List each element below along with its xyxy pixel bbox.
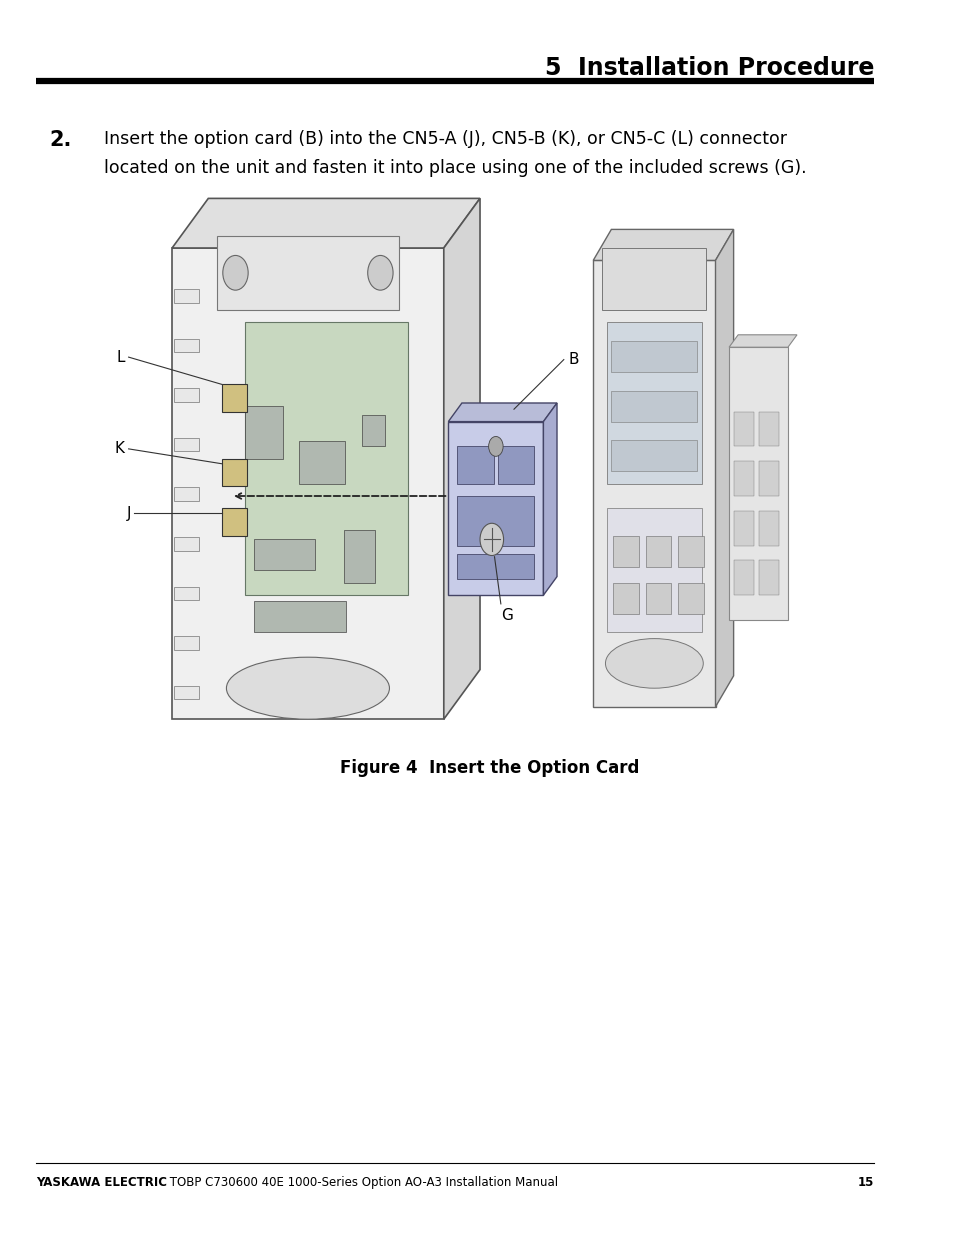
Text: Figure 4  Insert the Option Card: Figure 4 Insert the Option Card (339, 759, 639, 777)
Bar (456, 554, 534, 579)
Bar (606, 508, 701, 632)
Bar (456, 446, 493, 484)
Bar (645, 583, 670, 614)
Bar (613, 583, 638, 614)
Bar (298, 441, 345, 484)
Bar (344, 531, 375, 583)
FancyBboxPatch shape (728, 347, 787, 620)
Circle shape (488, 436, 502, 456)
Polygon shape (543, 403, 557, 595)
Text: 5  Installation Procedure: 5 Installation Procedure (544, 56, 873, 79)
Polygon shape (593, 229, 733, 260)
Bar (759, 511, 778, 546)
Bar (678, 583, 703, 614)
Text: L: L (116, 350, 125, 365)
Bar (253, 539, 314, 570)
Text: TOBP C730600 40E 1000-Series Option AO-A3 Installation Manual: TOBP C730600 40E 1000-Series Option AO-A… (166, 1176, 558, 1188)
Circle shape (223, 255, 248, 290)
Bar (222, 508, 247, 536)
Bar (645, 536, 670, 567)
Ellipse shape (226, 657, 389, 719)
Text: B: B (568, 352, 578, 367)
Text: Insert the option card (B) into the CN5-A (J), CN5-B (K), or CN5-C (L) connector: Insert the option card (B) into the CN5-… (104, 130, 786, 149)
Bar (678, 536, 703, 567)
Polygon shape (443, 198, 479, 719)
Text: 2.: 2. (50, 130, 72, 150)
Bar (173, 487, 199, 501)
Bar (173, 686, 199, 699)
Bar (173, 289, 199, 303)
Bar (611, 341, 697, 372)
Polygon shape (728, 335, 796, 347)
Bar (253, 600, 346, 632)
Polygon shape (172, 198, 479, 248)
Bar (173, 388, 199, 402)
Text: G: G (500, 608, 512, 622)
Bar (173, 636, 199, 650)
Ellipse shape (605, 639, 702, 688)
Text: K: K (115, 441, 125, 456)
FancyBboxPatch shape (448, 422, 543, 595)
Bar (173, 587, 199, 600)
Bar (173, 537, 199, 551)
Bar (759, 412, 778, 446)
Text: located on the unit and fasten it into place using one of the included screws (G: located on the unit and fasten it into p… (104, 159, 806, 177)
Bar (244, 407, 283, 459)
Bar (611, 440, 697, 471)
Bar (613, 536, 638, 567)
Text: 15: 15 (857, 1176, 873, 1188)
Bar (222, 384, 247, 412)
FancyBboxPatch shape (244, 322, 407, 595)
Bar (606, 322, 701, 484)
Bar (733, 511, 753, 546)
Bar (173, 438, 199, 451)
Bar (611, 391, 697, 422)
Circle shape (479, 523, 503, 556)
FancyBboxPatch shape (172, 248, 443, 719)
Bar (173, 339, 199, 352)
FancyBboxPatch shape (217, 236, 398, 310)
Bar (362, 414, 385, 446)
Text: YASKAWA ELECTRIC: YASKAWA ELECTRIC (36, 1176, 167, 1188)
Polygon shape (715, 229, 733, 707)
Bar (733, 412, 753, 446)
Circle shape (367, 255, 393, 290)
FancyBboxPatch shape (593, 260, 715, 707)
Polygon shape (448, 403, 557, 422)
Bar (456, 496, 534, 546)
FancyBboxPatch shape (601, 248, 706, 310)
Bar (497, 446, 534, 484)
Bar (733, 461, 753, 496)
Text: J: J (127, 506, 132, 521)
Bar (733, 560, 753, 595)
Bar (759, 560, 778, 595)
Bar (759, 461, 778, 496)
Bar (222, 459, 247, 486)
